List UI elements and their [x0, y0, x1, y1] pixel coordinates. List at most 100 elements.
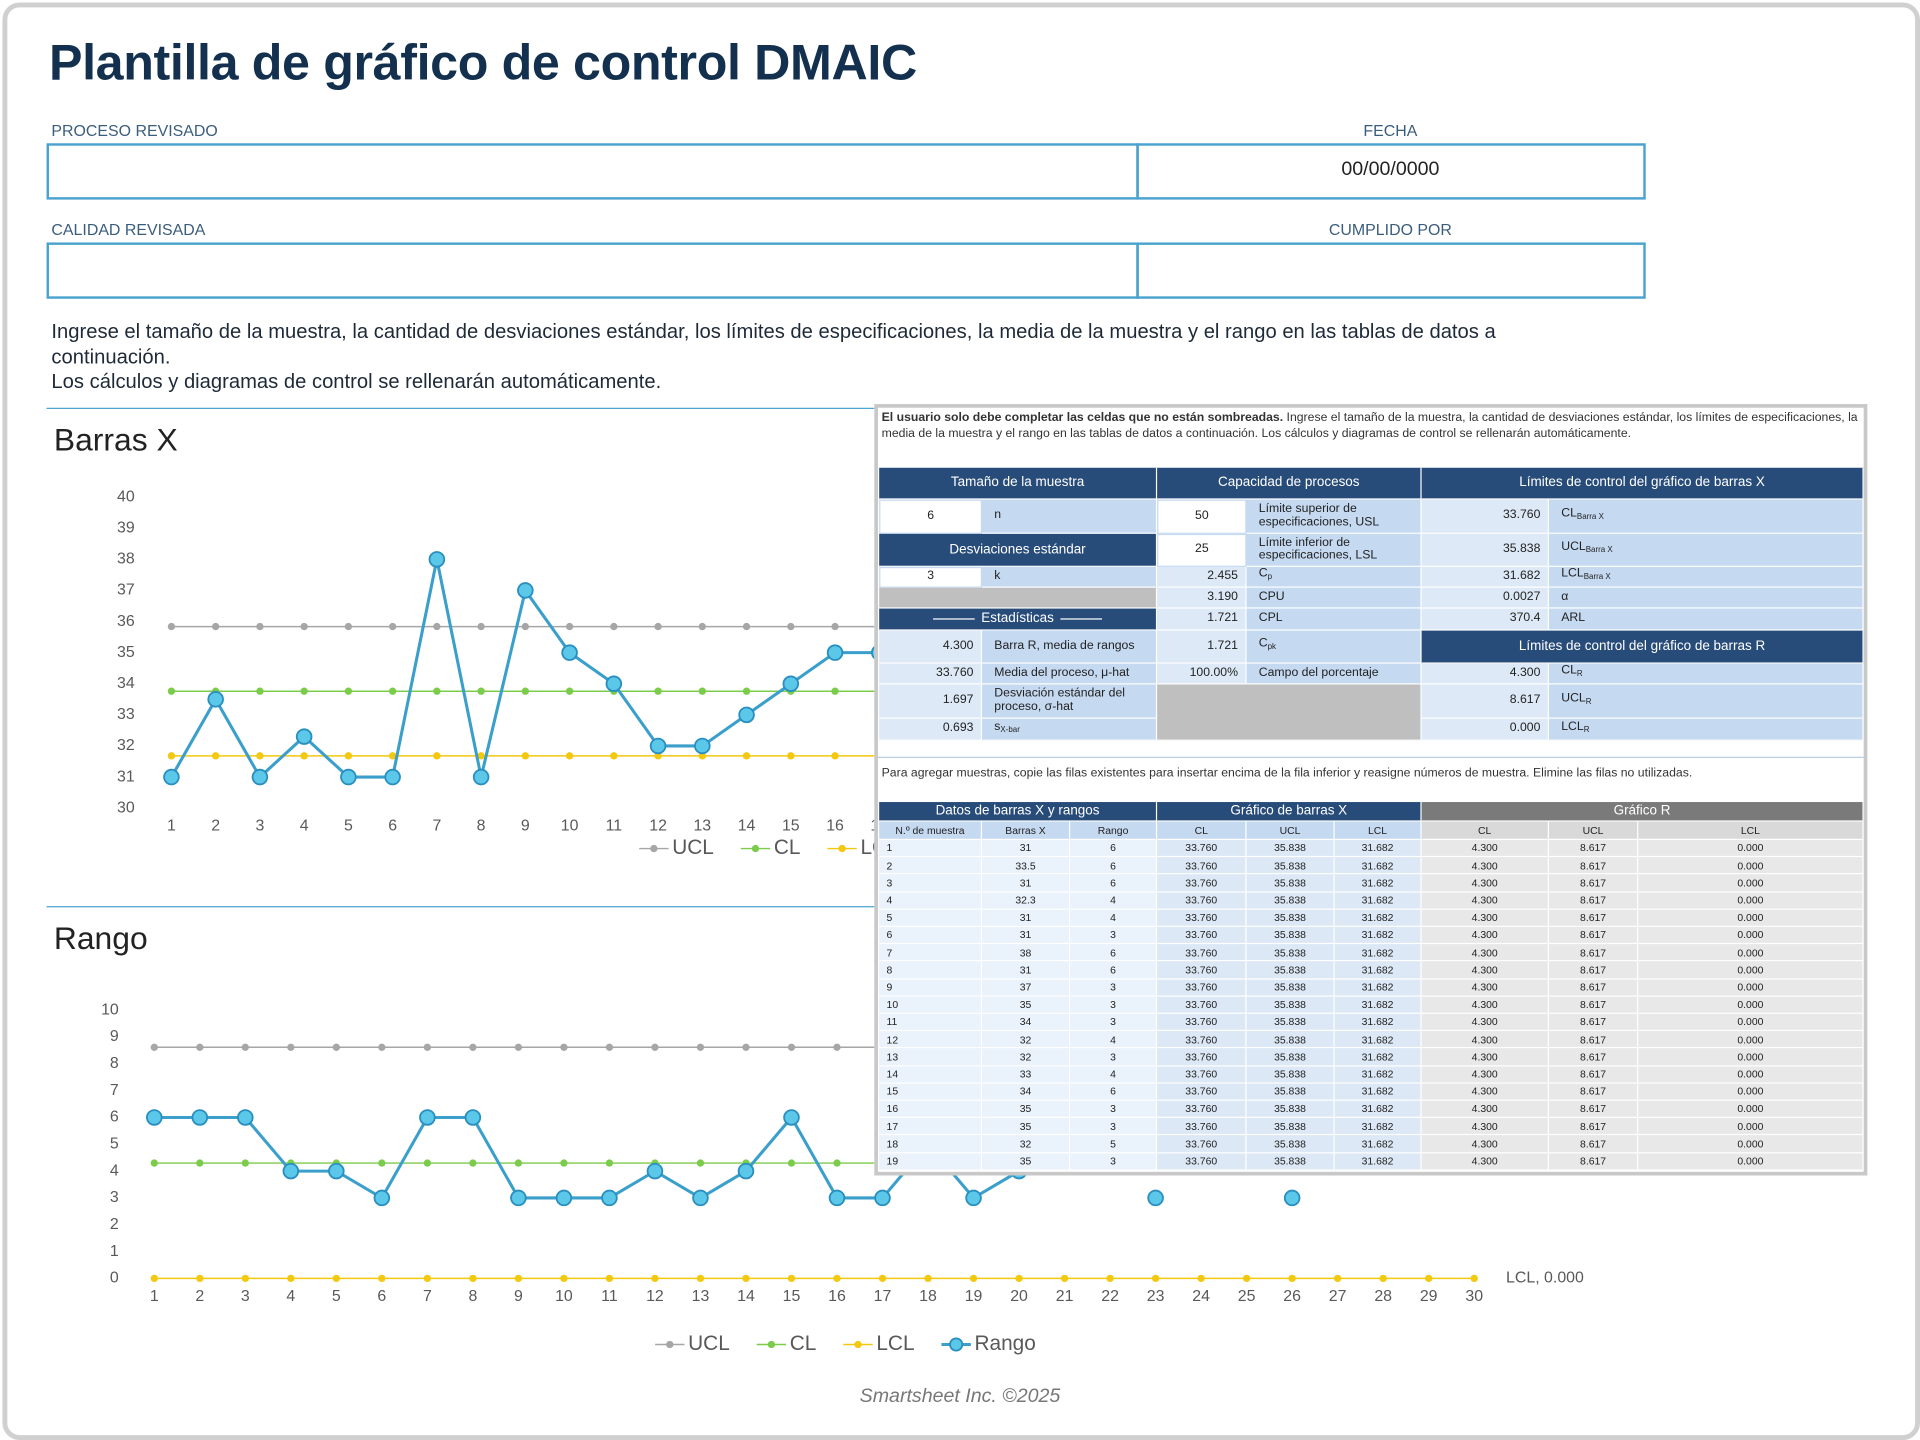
x-tick-label: 23 — [1147, 1288, 1165, 1305]
data-point — [826, 644, 844, 661]
x-tick-label: 6 — [377, 1288, 386, 1305]
data-point — [833, 1274, 841, 1283]
table-cell: 3 — [1070, 1152, 1158, 1171]
label-text: Límite inferior de especificaciones, LSL — [1258, 535, 1378, 563]
data-point — [388, 687, 397, 695]
label: sX-bar — [994, 720, 1020, 738]
input-box[interactable] — [1136, 242, 1646, 299]
data-point — [251, 768, 269, 786]
data-point — [649, 737, 667, 755]
data-point — [469, 1159, 477, 1167]
table-cell: 35.838 — [1246, 1118, 1335, 1136]
table-cell: 35.838 — [1246, 926, 1335, 945]
table-cell: 35.838 — [1246, 1083, 1335, 1101]
table-cell: 3 — [1070, 1013, 1158, 1032]
x-tick-label: 19 — [965, 1288, 983, 1305]
footer: Smartsheet Inc. ©2025 — [859, 1386, 1061, 1407]
data-point — [605, 1043, 614, 1051]
data-point — [737, 1162, 755, 1180]
table-cell: 0.000 — [1638, 1152, 1864, 1171]
table-cell: 0.000 — [1638, 1013, 1864, 1032]
table-cell: 31 — [982, 961, 1071, 980]
x-tick-label: 1 — [167, 818, 176, 835]
label-sub: R — [1583, 725, 1590, 735]
table-cell: 33.760 — [1157, 909, 1247, 927]
data-point — [561, 644, 578, 661]
label-cell: CLBarra X — [1548, 499, 1864, 534]
data-point — [388, 752, 397, 760]
table-cell: 8.617 — [1548, 892, 1639, 910]
data-point — [874, 1189, 891, 1207]
group-header: Datos de barras X y rangos — [879, 802, 1158, 822]
column-header: CL — [1157, 821, 1247, 841]
data-point — [510, 1189, 527, 1207]
x-tick-label: 9 — [514, 1288, 523, 1305]
table-cell: 31 — [982, 909, 1071, 927]
label-cell: UCLR — [1548, 684, 1864, 719]
data-point — [332, 1274, 341, 1283]
x-tick-label: 8 — [477, 818, 486, 835]
series-line — [170, 559, 970, 780]
table-cell: 33.760 — [1157, 944, 1247, 962]
input-cell[interactable]: 6 — [879, 499, 983, 534]
table-cell: 32.3 — [982, 892, 1071, 910]
table-cell: 0.000 — [1638, 1083, 1864, 1101]
x-tick-label: 24 — [1192, 1288, 1210, 1305]
table-cell: 8.617 — [1548, 926, 1639, 945]
label-cell: CPL — [1246, 608, 1422, 631]
table-cell: 6 — [879, 926, 983, 945]
label-text: CPU — [1258, 589, 1285, 604]
y-tick-label: 39 — [117, 519, 135, 536]
input-cell[interactable]: 25 — [1157, 533, 1247, 567]
label: LCLR — [1561, 720, 1590, 738]
chart-title: Barras X — [54, 421, 178, 457]
input-cell[interactable]: 3 — [879, 566, 983, 588]
table-cell: 0.000 — [1638, 1135, 1864, 1153]
table-cell: 4.300 — [1421, 840, 1549, 858]
label-cell: UCLBarra X — [1548, 533, 1864, 567]
data-point — [150, 1043, 158, 1051]
table-cell: 35 — [982, 1100, 1071, 1119]
data-point — [433, 752, 441, 760]
x-tick-label: 8 — [468, 1288, 477, 1305]
data-point — [924, 1274, 932, 1283]
x-tick-label: 13 — [692, 1288, 710, 1305]
label-cell: k — [982, 566, 1158, 588]
x-tick-label: 2 — [211, 818, 220, 835]
table-cell: 35.838 — [1246, 961, 1335, 980]
table-cell: 35 — [982, 1118, 1071, 1136]
x-tick-label: 18 — [919, 1288, 937, 1305]
table-cell: 31 — [982, 840, 1071, 858]
y-tick-label: 1 — [110, 1243, 119, 1260]
table-cell: 4.300 — [1421, 892, 1549, 910]
page-title: Plantilla de gráfico de control DMAIC — [48, 34, 917, 91]
table-cell: 31 — [982, 926, 1071, 945]
data-point — [828, 1189, 846, 1207]
y-tick-label: 3 — [110, 1189, 119, 1206]
input-box[interactable] — [1136, 143, 1646, 200]
table-cell: 4 — [1070, 892, 1158, 910]
table-cell: 35 — [982, 1152, 1071, 1171]
table-cell: 0.000 — [1638, 1100, 1864, 1119]
data-point — [472, 768, 490, 786]
table-cell: 35.838 — [1246, 1013, 1335, 1032]
table-cell: 33.5 — [982, 857, 1071, 875]
table-cell: 31.682 — [1334, 909, 1422, 927]
x-tick-label: 29 — [1420, 1288, 1438, 1305]
table-cell: 33.760 — [1157, 857, 1247, 875]
label-cell: Cpk — [1246, 630, 1422, 664]
data-point — [300, 752, 308, 760]
data-point — [646, 1162, 664, 1180]
table-cell: 6 — [1070, 944, 1158, 962]
x-tick-label: 2 — [195, 1288, 204, 1305]
data-point — [241, 1043, 249, 1051]
table-cell: 8.617 — [1548, 961, 1639, 980]
table-cell: 32 — [982, 1048, 1071, 1067]
y-tick-label: 37 — [117, 582, 135, 599]
table-cell: 31.682 — [1334, 1048, 1422, 1067]
table-cell: 4.300 — [1421, 857, 1549, 875]
label: Barra R, media de rangos — [994, 639, 1134, 653]
x-tick-label: 13 — [693, 818, 711, 835]
table-cell: 31.682 — [1334, 944, 1422, 962]
input-cell[interactable]: 50 — [1157, 499, 1247, 534]
